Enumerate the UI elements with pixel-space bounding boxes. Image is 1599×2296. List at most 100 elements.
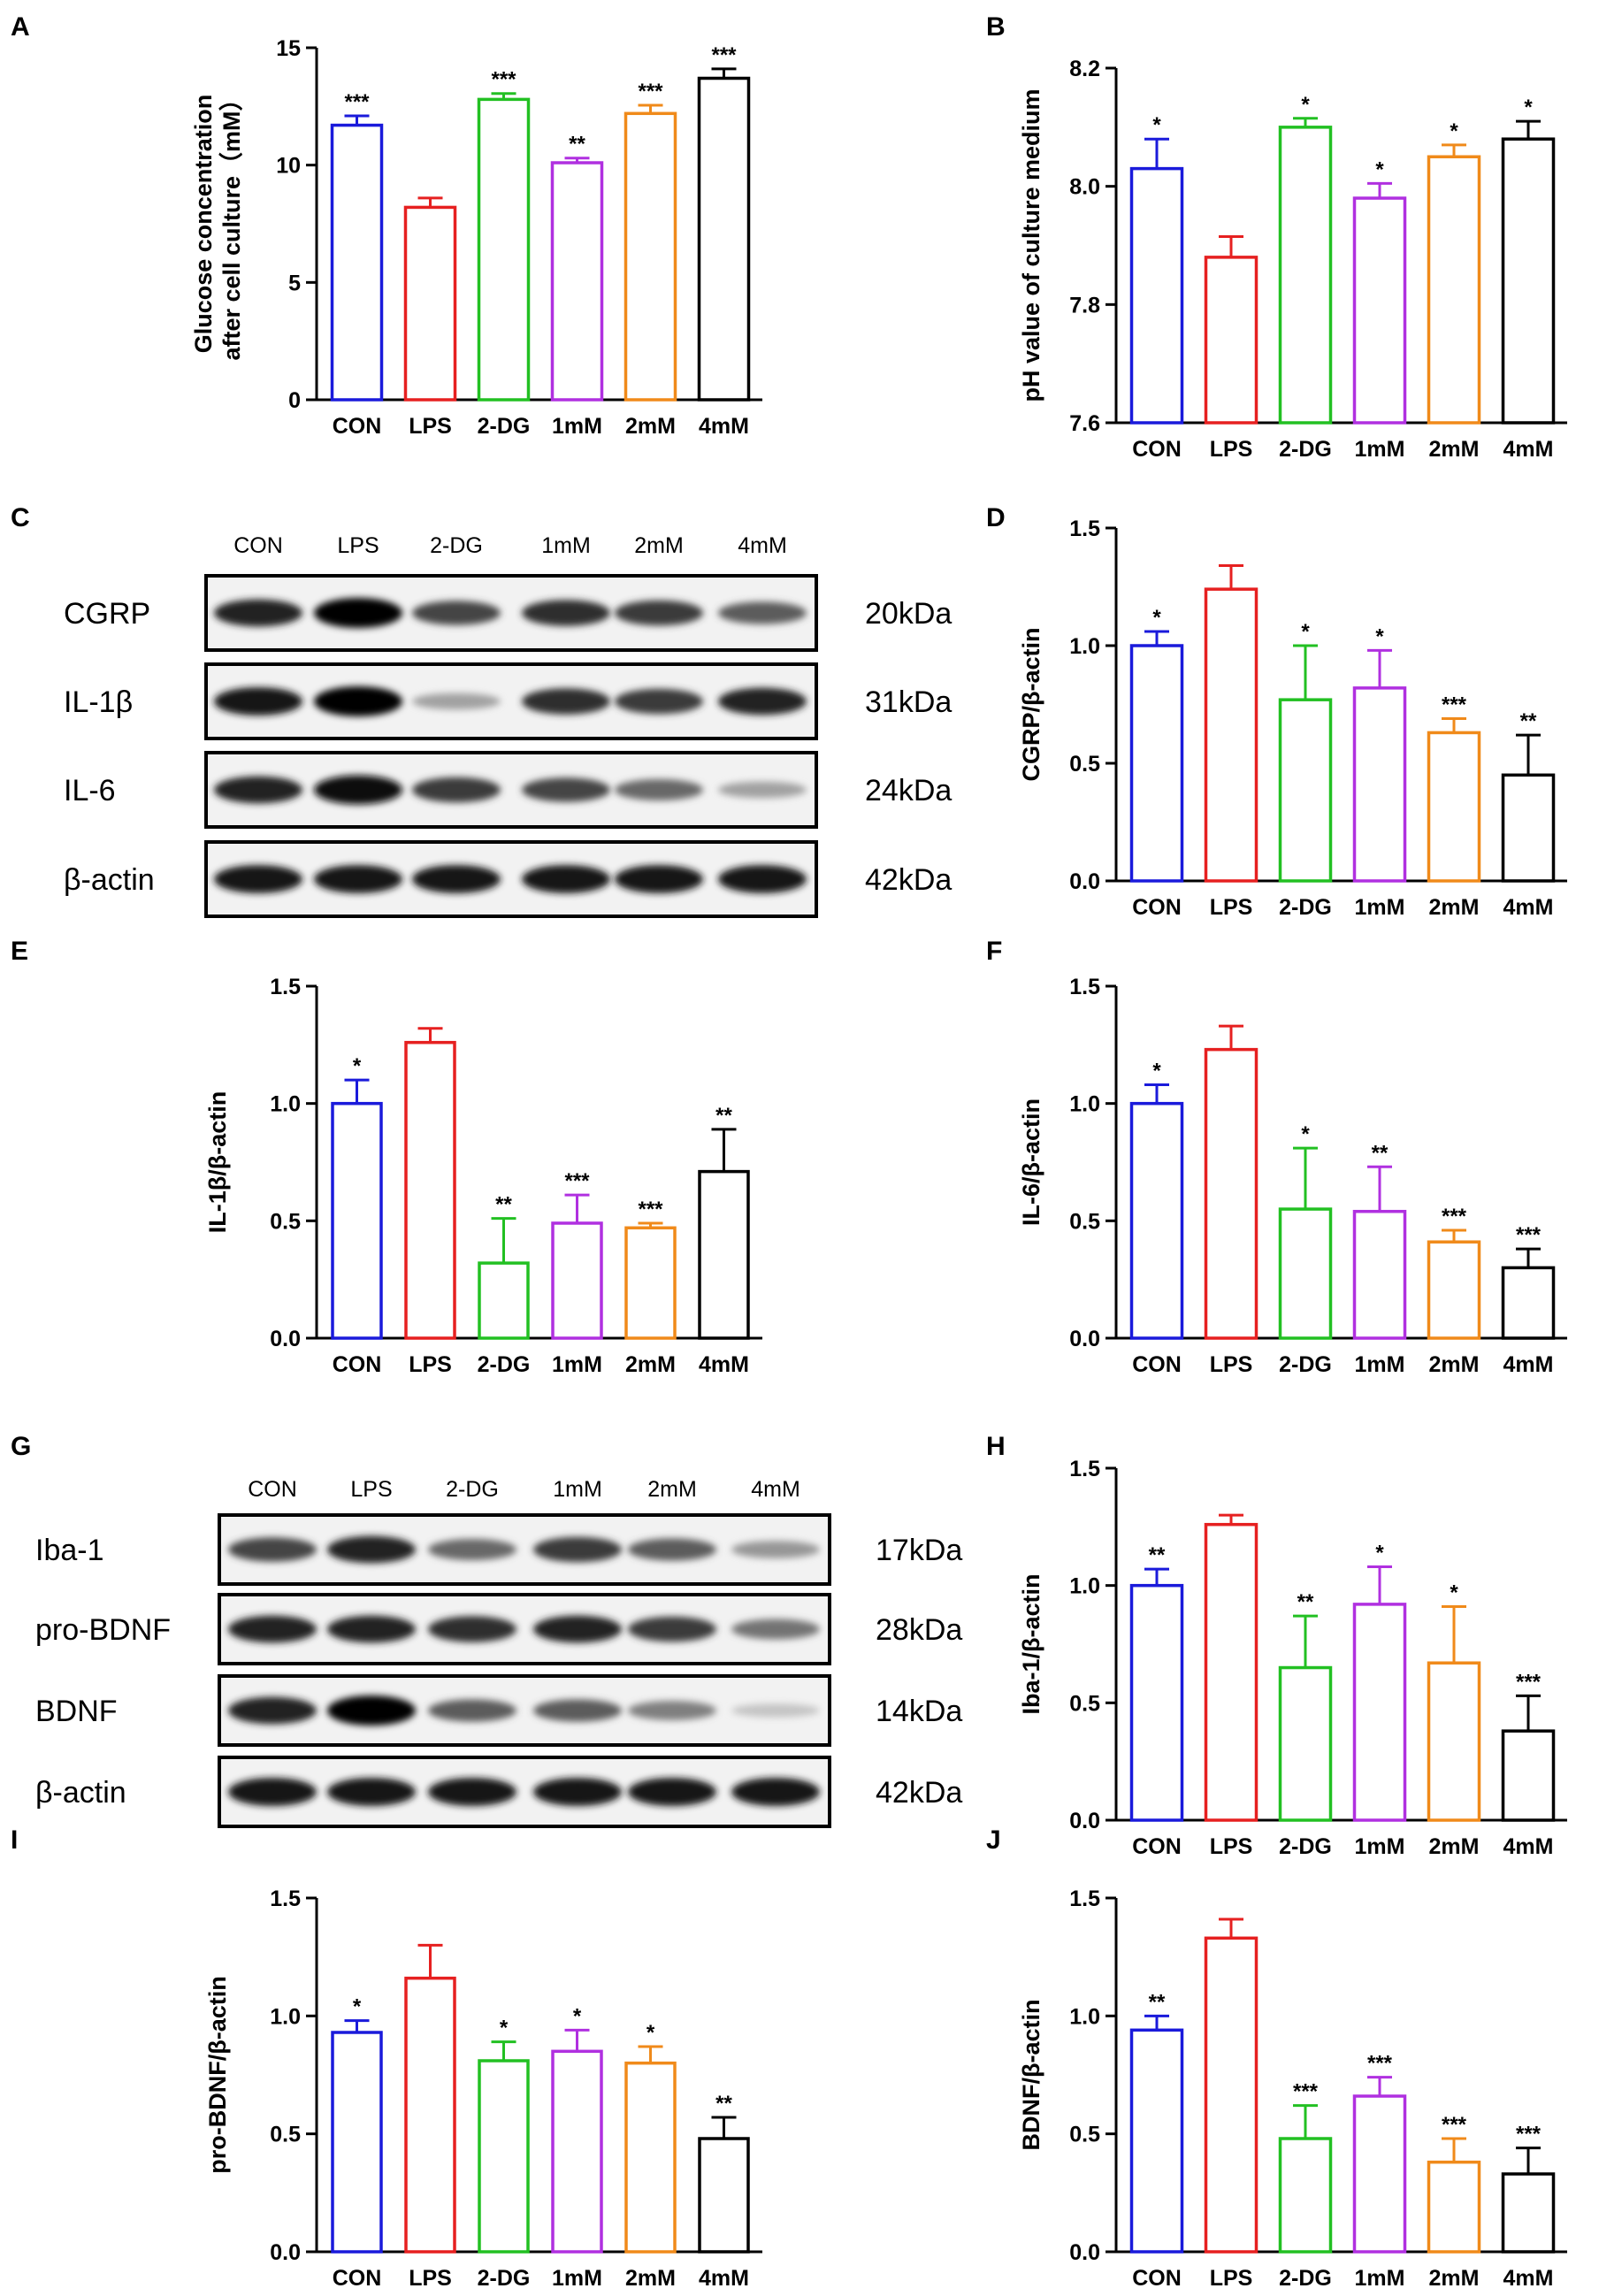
blot-band (214, 687, 302, 716)
significance-CON: * (353, 1054, 362, 1078)
y-tick-label: 0.5 (1069, 1691, 1100, 1716)
blot-lane-label: 2-DG (446, 1477, 499, 1502)
y-tick-label: 1.0 (1069, 634, 1100, 659)
x-tick-label-LPS: LPS (409, 414, 452, 439)
significance-4mM: ** (1520, 709, 1537, 733)
significance-CON: * (353, 1995, 362, 2019)
panel-letter-F: F (986, 937, 1002, 966)
blot-band (718, 781, 807, 799)
blot-kda-label: 20kDa (865, 597, 952, 631)
y-tick-label: 0.5 (270, 2123, 301, 2147)
bar-LPS (404, 1976, 456, 2254)
y-tick-label: 1.5 (1069, 1887, 1100, 1911)
bar-4mM (1501, 1729, 1556, 1822)
y-tick-label: 0.0 (1069, 1809, 1100, 1833)
blot-lane-label: LPS (337, 533, 379, 558)
y-axis-title: Glucose concentration (190, 95, 217, 354)
blot-band (731, 1703, 820, 1718)
blot-kda-label: 24kDa (865, 774, 952, 807)
y-tick-label: 0.0 (270, 1327, 301, 1351)
x-tick-label-CON: CON (1132, 2266, 1182, 2291)
significance-2mM: * (646, 2021, 655, 2045)
x-tick-label-1mM: 1mM (1355, 895, 1405, 920)
bar-LPS (1204, 1936, 1259, 2254)
y-tick-label: 0.5 (1069, 1209, 1100, 1234)
bar-CON (331, 2031, 383, 2254)
bar-2mM (1427, 2160, 1481, 2254)
panel-letter-J: J (986, 1825, 1001, 1855)
significance-2mM: *** (1442, 2113, 1467, 2137)
blot-strip (204, 840, 818, 918)
significance-CON: ** (1149, 1543, 1166, 1567)
blot-band (522, 688, 610, 715)
panel-letter-C: C (11, 503, 30, 532)
y-tick-label: 1.0 (1069, 2004, 1100, 2029)
blot-band (428, 1778, 516, 1806)
y-axis-title: CGRP/β-actin (1018, 628, 1044, 782)
charts-layer: 0 5 10 15 Glucose concentration after cell cu… (190, 36, 1567, 2291)
blot-band (327, 1615, 416, 1643)
blot-lane-label: LPS (350, 1477, 392, 1502)
x-tick-label-2mM: 2mM (1429, 1352, 1480, 1377)
bar-2-DG (1278, 2137, 1333, 2254)
significance-CON: * (1152, 606, 1161, 630)
bar-CON (1129, 2028, 1184, 2254)
blot-band (615, 688, 703, 715)
x-tick-label-4mM: 4mM (1503, 895, 1554, 920)
blot-band (314, 598, 402, 628)
blot-strip (218, 1513, 831, 1586)
y-axis-title: Iba-1/β-actin (1018, 1573, 1044, 1714)
chart-E: 0.0 0.5 1.0 1.5 IL-1β/β-actin * CON LPS ** 2-DG **… (204, 975, 762, 1377)
bar-CON (1129, 644, 1184, 883)
blot-band (314, 686, 402, 716)
chart-J: 0.0 0.5 1.0 1.5 BDNF/β-actin ** CON LPS *** 2-DG *… (1018, 1887, 1567, 2291)
significance-2-DG: * (1301, 1122, 1310, 1146)
blot-band (522, 777, 610, 802)
y-tick-label: 0.0 (1069, 2240, 1100, 2265)
bar-4mM (1501, 1266, 1556, 1340)
blot-band (314, 865, 402, 893)
blot-lane-label: 1mM (541, 533, 591, 558)
x-tick-label-1mM: 1mM (1355, 1352, 1405, 1377)
bar-CON (1129, 1583, 1184, 1822)
blot-band (533, 1615, 622, 1643)
blot-band (327, 1778, 416, 1806)
y-tick-label: 5 (288, 271, 301, 295)
x-tick-label-4mM: 4mM (1503, 1352, 1554, 1377)
blot-band (731, 1541, 820, 1558)
blot-band (228, 1778, 317, 1806)
x-tick-label-2mM: 2mM (625, 414, 676, 439)
significance-2mM: * (1450, 1581, 1458, 1605)
y-tick-label: 0.0 (270, 2240, 301, 2265)
bar-4mM (698, 1169, 750, 1340)
significance-4mM: ** (715, 2092, 732, 2116)
y-tick-label: 7.8 (1069, 293, 1100, 318)
x-tick-label-4mM: 4mM (1503, 1834, 1554, 1859)
blot-band (412, 777, 501, 803)
x-tick-label-LPS: LPS (1210, 1352, 1253, 1377)
bar-2mM (1427, 155, 1481, 425)
bar-2-DG (478, 2059, 530, 2254)
x-tick-label-1mM: 1mM (552, 2266, 602, 2291)
bar-2-DG (1278, 1207, 1333, 1340)
x-tick-label-2-DG: 2-DG (1279, 1834, 1332, 1859)
y-tick-label: 8.2 (1069, 57, 1100, 81)
bar-1mM (1352, 1603, 1407, 1822)
blot-band (327, 1535, 416, 1564)
blot-band (428, 1699, 516, 1722)
significance-1mM: * (1375, 1541, 1384, 1565)
blot-strip (204, 662, 818, 740)
x-tick-label-CON: CON (1132, 895, 1182, 920)
significance-2-DG: ** (1297, 1590, 1314, 1614)
y-axis-title: IL-1β/β-actin (204, 1091, 231, 1233)
significance-2-DG: * (1301, 93, 1310, 117)
x-tick-label-4mM: 4mM (699, 1352, 749, 1377)
blot-protein-label: β-actin (35, 1776, 126, 1810)
y-tick-label: 1.5 (270, 1887, 301, 1911)
bar-4mM (698, 2137, 750, 2254)
y-axis-title: pH value of culture medium (1018, 88, 1044, 402)
y-tick-label: 1.0 (270, 2004, 301, 2029)
bar-2mM (1427, 731, 1481, 883)
blot-strip (218, 1756, 831, 1828)
